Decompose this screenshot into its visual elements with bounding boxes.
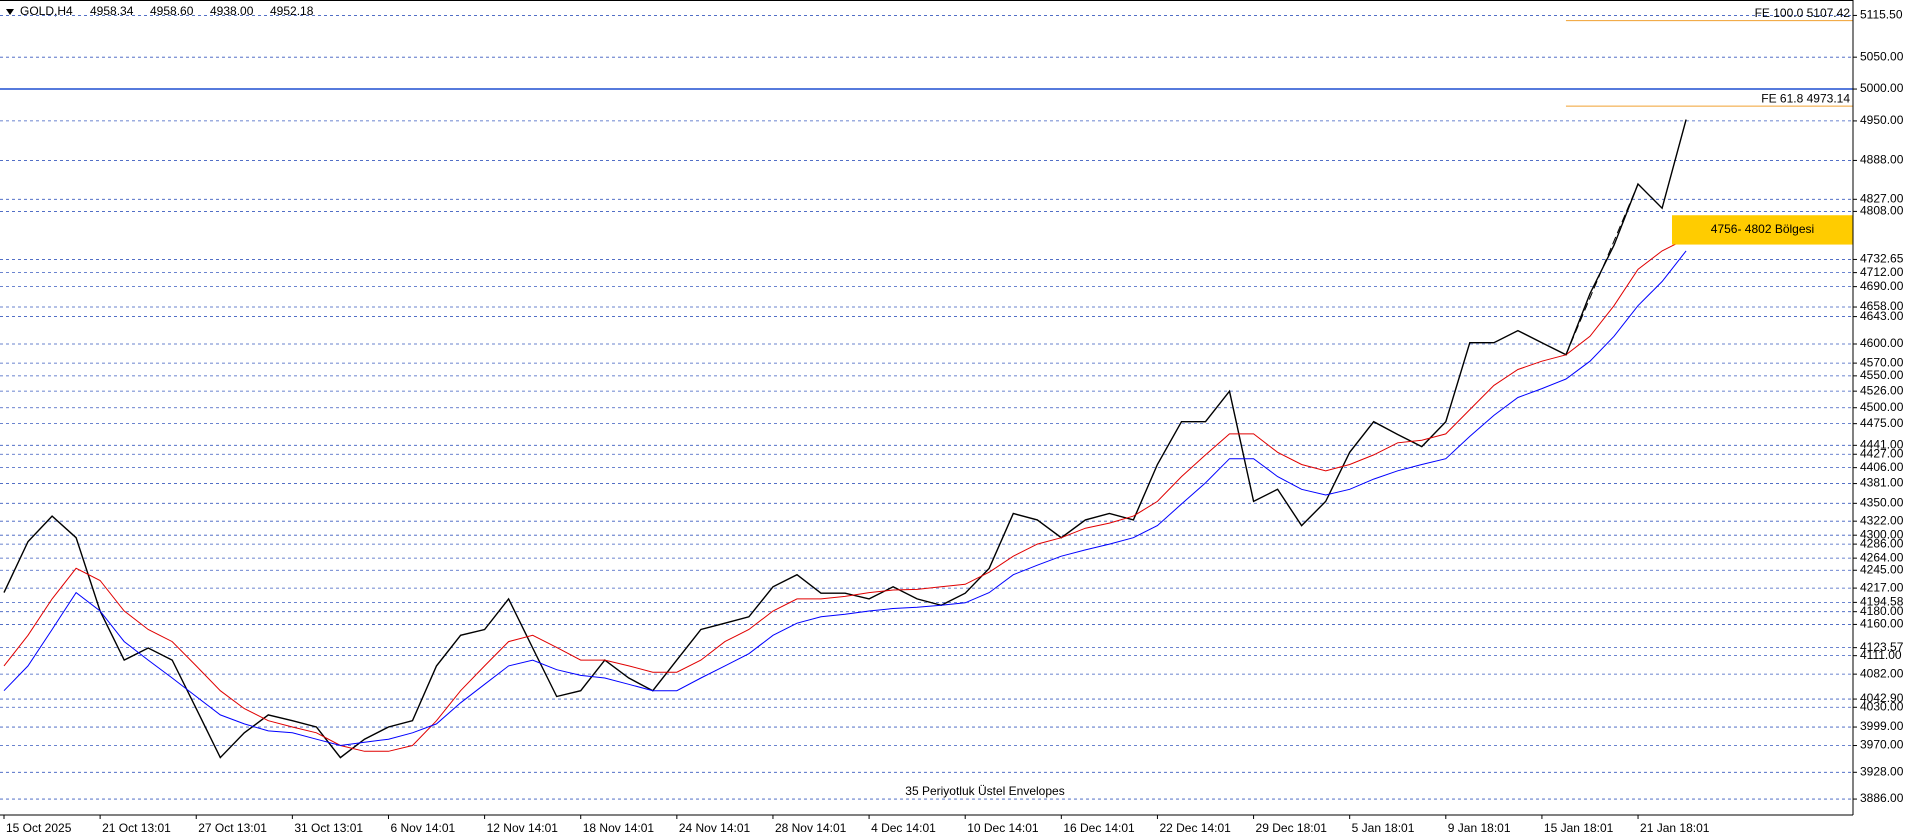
x-tick-label: 22 Dec 14:01 — [1159, 821, 1231, 835]
fibo-label: FE 100.0 5107.42 — [1755, 6, 1851, 20]
envelope-line — [3, 238, 1687, 752]
y-tick-label: 4350.00 — [1860, 496, 1904, 510]
y-tick-label: 4808.00 — [1860, 204, 1904, 218]
y-tick-label: 5000.00 — [1860, 81, 1904, 95]
x-tick-label: 21 Oct 13:01 — [102, 821, 171, 835]
y-tick-label: 3970.00 — [1860, 738, 1904, 752]
y-tick-label: 4658.00 — [1860, 299, 1904, 313]
y-tick-label: 4570.00 — [1860, 355, 1904, 369]
y-tick-label: 4406.00 — [1860, 460, 1904, 474]
x-tick-label: 4 Dec 14:01 — [871, 821, 936, 835]
y-tick-label: 4042.90 — [1860, 691, 1904, 705]
x-tick-label: 15 Jan 18:01 — [1544, 821, 1614, 835]
x-tick-label: 21 Jan 18:01 — [1640, 821, 1710, 835]
ohlc-value: 4958.60 — [150, 4, 194, 18]
x-tick-label: 27 Oct 13:01 — [198, 821, 267, 835]
x-tick-label: 9 Jan 18:01 — [1448, 821, 1511, 835]
y-tick-label: 4500.00 — [1860, 400, 1904, 414]
symbol: GOLD,H4 — [20, 4, 73, 18]
x-tick-label: 18 Nov 14:01 — [583, 821, 655, 835]
indicator-label: 35 Periyotluk Üstel Envelopes — [905, 784, 1064, 798]
y-tick-label: 3999.00 — [1860, 719, 1904, 733]
y-tick-label: 5050.00 — [1860, 49, 1904, 63]
y-tick-label: 4381.00 — [1860, 476, 1904, 490]
x-tick-label: 15 Oct 2025 — [6, 821, 72, 835]
x-tick-label: 24 Nov 14:01 — [679, 821, 751, 835]
ohlc-value: 4958.34 — [90, 4, 134, 18]
menu-arrow[interactable] — [6, 9, 14, 15]
y-tick-label: 4441.00 — [1860, 438, 1904, 452]
trend-line — [1565, 183, 1639, 356]
envelope-line — [3, 250, 1687, 747]
x-tick-label: 28 Nov 14:01 — [775, 821, 847, 835]
y-tick-label: 4732.65 — [1860, 252, 1904, 266]
x-tick-label: 29 Dec 18:01 — [1256, 821, 1328, 835]
y-tick-label: 4526.00 — [1860, 383, 1904, 397]
y-tick-label: 4123.57 — [1860, 640, 1904, 654]
zone-label: 4756- 4802 Bölgesi — [1711, 222, 1814, 236]
y-tick-label: 4827.00 — [1860, 191, 1904, 205]
y-tick-label: 4217.00 — [1860, 580, 1904, 594]
y-tick-label: 4950.00 — [1860, 113, 1904, 127]
x-tick-label: 6 Nov 14:01 — [390, 821, 455, 835]
y-tick-label: 4600.00 — [1860, 336, 1904, 350]
y-tick-label: 4643.00 — [1860, 309, 1904, 323]
y-tick-label: 4082.00 — [1860, 666, 1904, 680]
x-tick-label: 31 Oct 13:01 — [294, 821, 363, 835]
ohlc-value: 4952.18 — [270, 4, 314, 18]
x-tick-label: 5 Jan 18:01 — [1352, 821, 1415, 835]
y-tick-label: 5115.50 — [1860, 8, 1903, 22]
y-tick-label: 4245.00 — [1860, 562, 1904, 576]
y-tick-label: 4427.00 — [1860, 446, 1904, 460]
ohlc-value: 4938.00 — [210, 4, 254, 18]
y-tick-label: 4690.00 — [1860, 279, 1904, 293]
y-tick-label: 4286.00 — [1860, 536, 1904, 550]
y-tick-label: 4180.00 — [1860, 604, 1904, 618]
y-tick-label: 4160.00 — [1860, 617, 1904, 631]
fibo-label: FE 61.8 4973.14 — [1761, 91, 1850, 105]
y-tick-label: 3928.00 — [1860, 764, 1904, 778]
price-line — [3, 119, 1687, 759]
y-tick-label: 4712.00 — [1860, 265, 1904, 279]
y-tick-label: 4888.00 — [1860, 153, 1904, 167]
y-tick-label: 4111.00 — [1860, 648, 1902, 662]
x-tick-label: 12 Nov 14:01 — [487, 821, 559, 835]
zone-box — [1672, 215, 1853, 245]
y-tick-label: 4300.00 — [1860, 527, 1904, 541]
x-tick-label: 10 Dec 14:01 — [967, 821, 1039, 835]
y-tick-label: 4550.00 — [1860, 368, 1904, 382]
x-tick-label: 16 Dec 14:01 — [1063, 821, 1135, 835]
y-tick-label: 3886.00 — [1860, 791, 1904, 805]
y-tick-label: 4030.00 — [1860, 699, 1904, 713]
y-tick-label: 4264.00 — [1860, 550, 1904, 564]
y-tick-label: 4194.58 — [1860, 595, 1904, 609]
y-tick-label: 4322.00 — [1860, 513, 1904, 527]
y-tick-label: 4475.00 — [1860, 416, 1904, 430]
